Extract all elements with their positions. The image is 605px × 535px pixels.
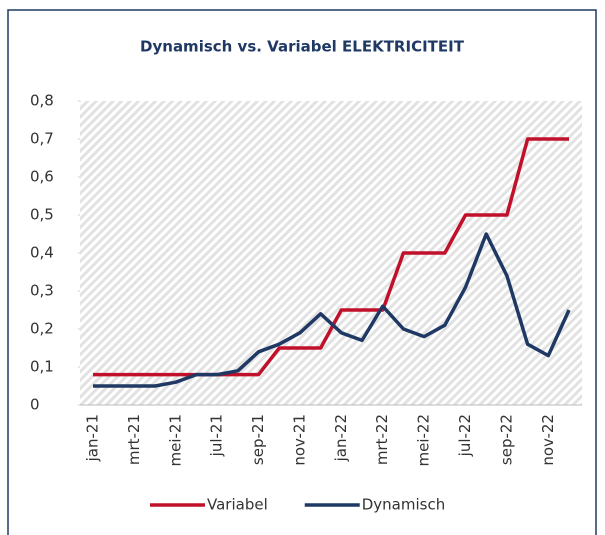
x-tick-label: mei-22: [415, 414, 433, 467]
y-tick-label: 0,2: [30, 320, 54, 338]
line-series: [93, 137, 569, 377]
x-tick-label: nov-21: [290, 414, 308, 466]
y-tick-label: 0,3: [30, 282, 54, 300]
x-tick-label: mrt-22: [373, 414, 391, 465]
legend-label: Variabel: [207, 496, 268, 514]
x-tick-label: mei-21: [166, 414, 184, 467]
x-tick-label: jan-22: [332, 414, 350, 462]
x-tick-label: jul-22: [456, 414, 474, 457]
x-tick-label: sep-22: [497, 414, 515, 465]
y-tick-label: 0: [30, 396, 40, 414]
y-tick-label: 0,5: [30, 206, 54, 224]
x-tick-label: nov-22: [539, 414, 557, 466]
legend-label: Dynamisch: [362, 496, 445, 514]
y-tick-label: 0,8: [30, 92, 54, 110]
x-tick-label: mrt-21: [125, 414, 143, 465]
y-tick-label: 0,1: [30, 358, 54, 376]
chart-title: Dynamisch vs. Variabel ELEKTRICITEIT: [140, 38, 465, 56]
y-tick-label: 0,4: [30, 244, 54, 262]
y-tick-label: 0,6: [30, 168, 54, 186]
x-tick-label: jul-21: [208, 414, 226, 457]
x-tick-label: jan-21: [84, 414, 102, 462]
line-series: [93, 232, 571, 388]
x-tick-label: sep-21: [249, 414, 267, 465]
plot-area: [80, 101, 582, 405]
y-tick-label: 0,7: [30, 130, 54, 148]
